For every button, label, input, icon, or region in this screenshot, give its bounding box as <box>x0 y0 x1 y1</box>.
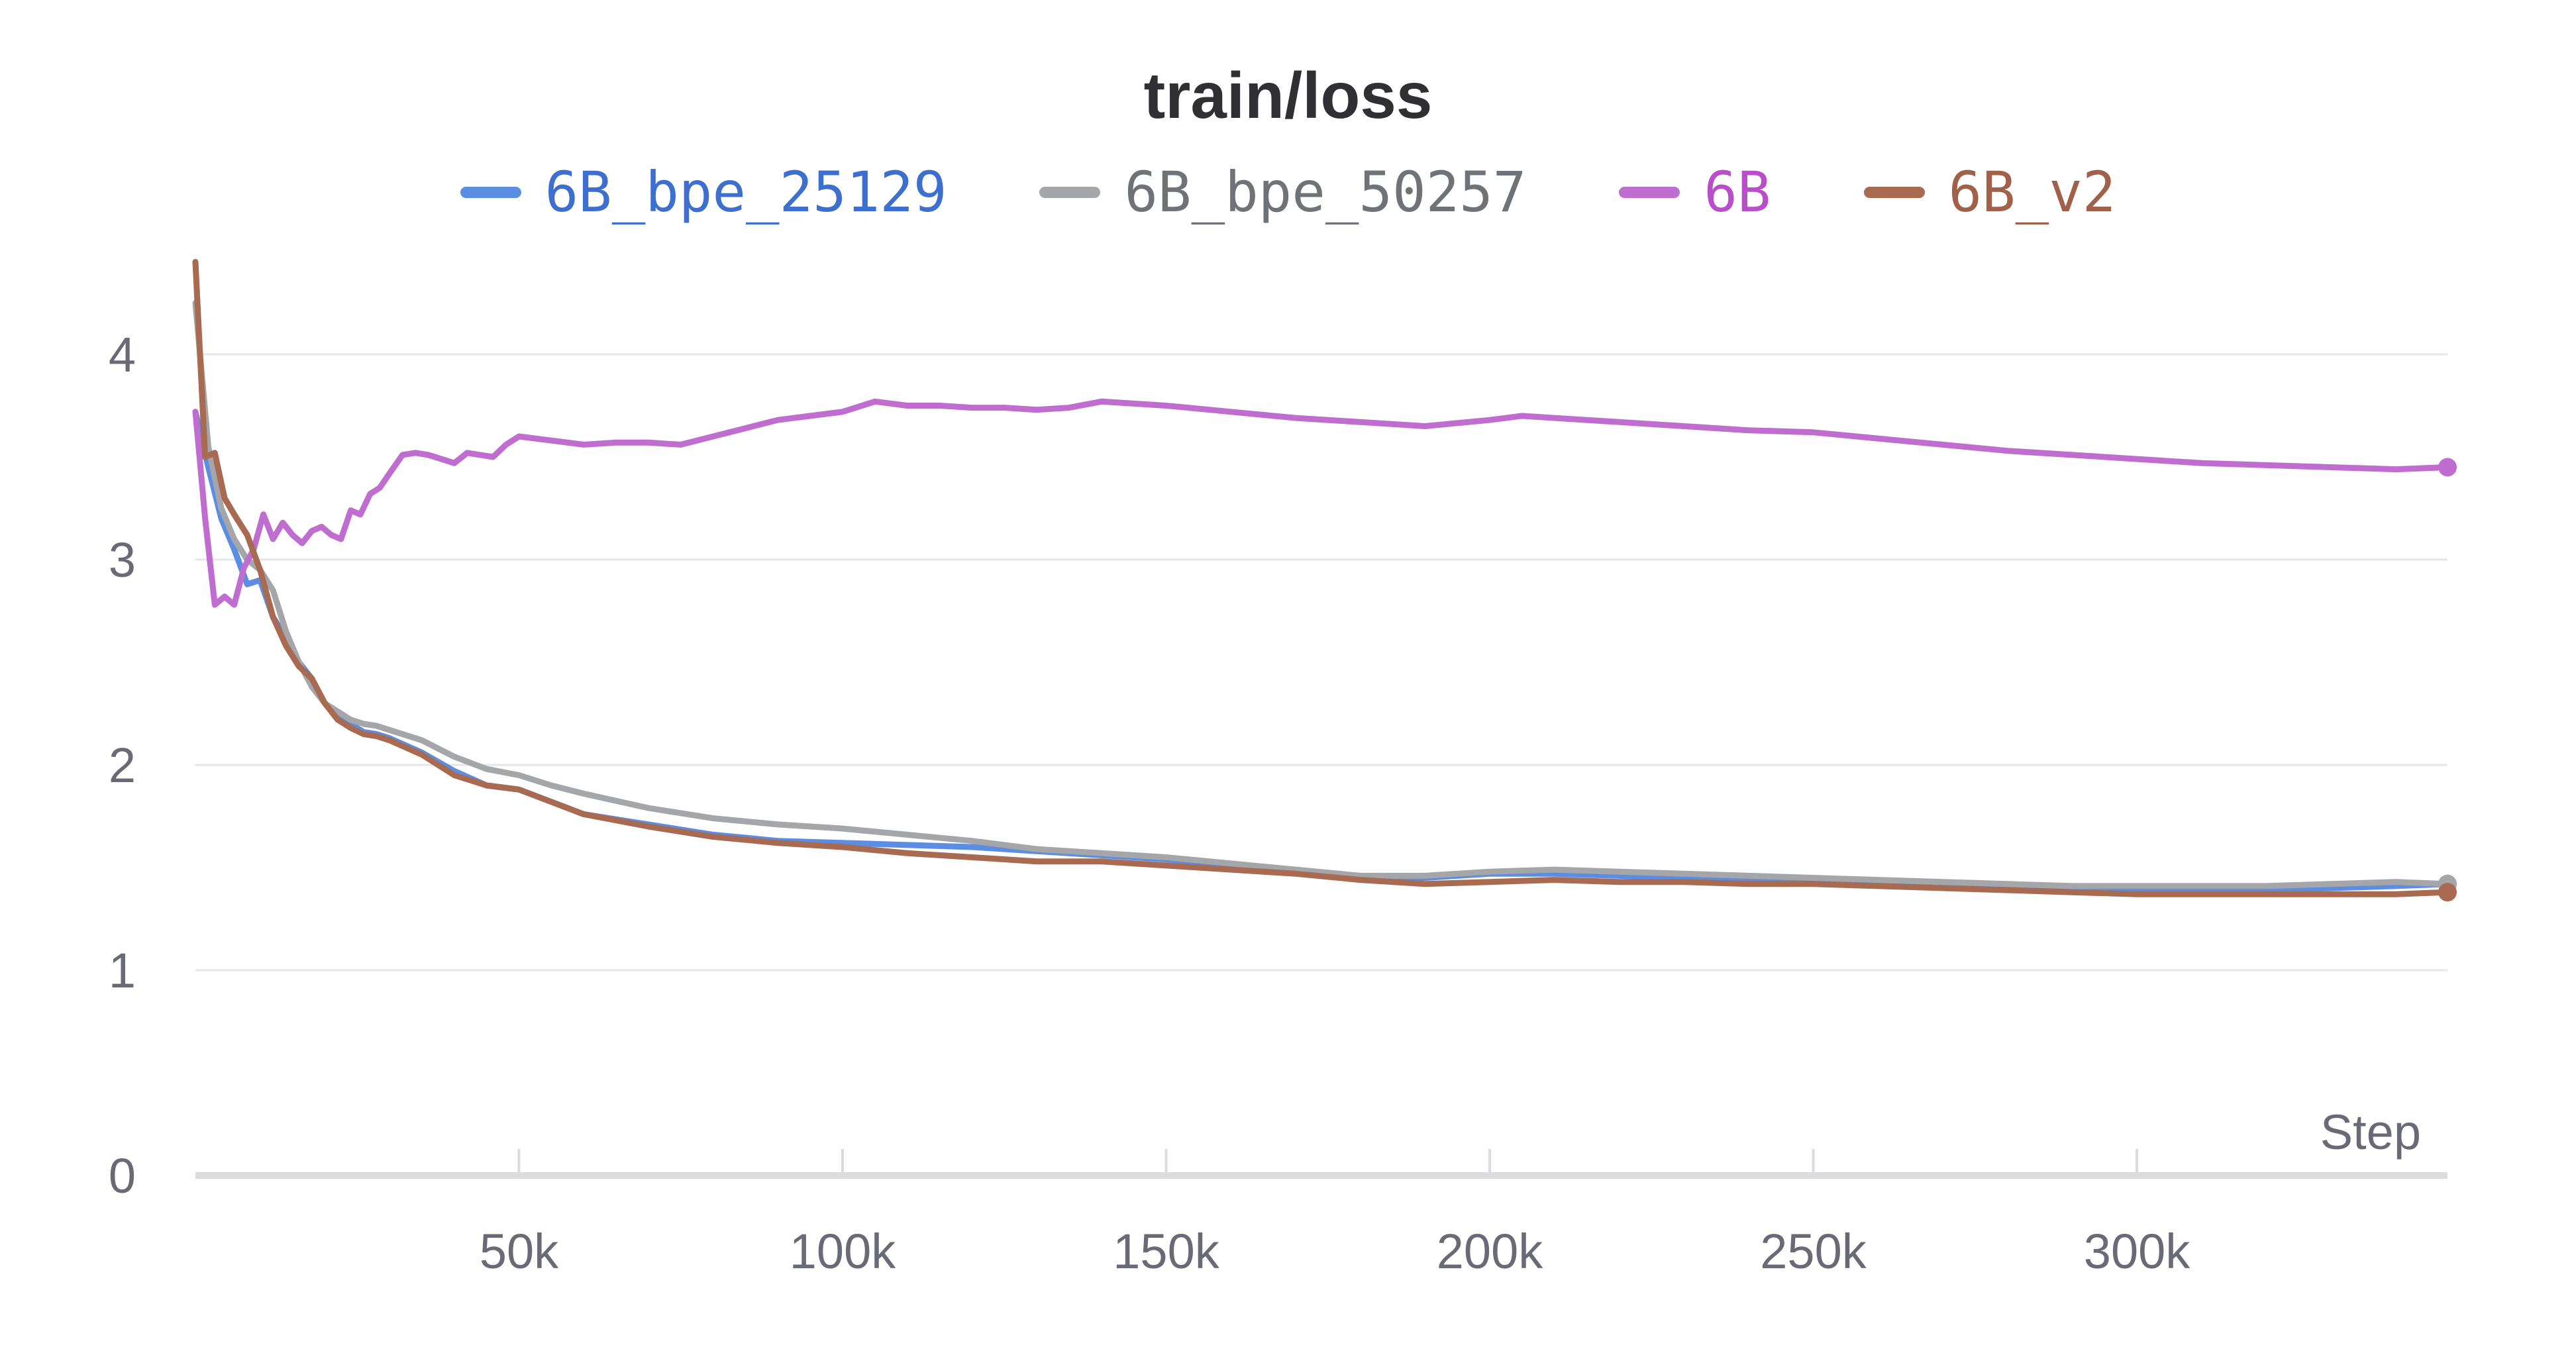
y-tick-label: 4 <box>109 327 136 382</box>
x-tick-label: 150k <box>1113 1224 1219 1279</box>
series-line-6b-v2 <box>192 259 2451 897</box>
legend-label: 6B_v2 <box>1948 160 2116 225</box>
series-line-6b <box>192 398 2451 608</box>
y-tick-label: 3 <box>109 532 136 587</box>
legend-label: 6B <box>1704 160 1771 225</box>
legend-item-6b-bpe-25129[interactable]: 6B_bpe_25129 <box>460 164 947 220</box>
chart-title: train/loss <box>1143 59 1433 132</box>
series-end-marker <box>2438 458 2457 477</box>
x-tick-label: 300k <box>2084 1224 2190 1279</box>
legend-swatch <box>1863 186 1925 198</box>
tick-labels: 0 1 2 3 4 50k 100k 150k 200k 250k 300k Step <box>109 327 2421 1279</box>
legend-item-6b[interactable]: 6B <box>1619 164 1771 220</box>
x-axis-title: Step <box>2320 1105 2421 1160</box>
series-end-marker <box>2438 883 2457 902</box>
series-line-6b-bpe-25129 <box>192 409 2451 893</box>
y-tick-label: 0 <box>109 1148 136 1203</box>
x-tick-label: 250k <box>1760 1224 1867 1279</box>
y-tick-label: 1 <box>109 943 136 998</box>
series-line-6b-bpe-50257 <box>192 300 2451 889</box>
series-lines <box>192 259 2457 902</box>
legend-item-6b-v2[interactable]: 6B_v2 <box>1863 160 2116 225</box>
x-tick-label: 200k <box>1437 1224 1543 1279</box>
y-tick-label: 2 <box>109 738 136 793</box>
legend-label: 6B_bpe_25129 <box>544 160 947 225</box>
legend-swatch <box>1039 186 1101 198</box>
legend-swatch <box>1619 186 1680 198</box>
legend-swatch <box>460 186 521 198</box>
x-tick-label: 50k <box>480 1224 559 1279</box>
axes <box>195 1149 2447 1179</box>
grid-lines <box>195 353 2447 972</box>
legend-label: 6B_bpe_50257 <box>1124 160 1527 225</box>
x-tick-label: 100k <box>790 1224 896 1279</box>
legend-item-6b-bpe-50257[interactable]: 6B_bpe_50257 <box>1039 164 1526 220</box>
legend: 6B_bpe_25129 6B_bpe_50257 6B 6B_v2 <box>0 164 2576 220</box>
